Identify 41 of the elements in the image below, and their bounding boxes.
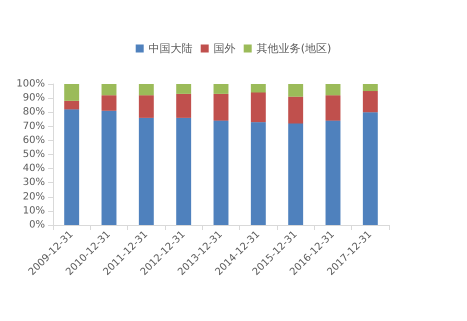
bar bbox=[362, 91, 378, 112]
y-tick-label: 100% bbox=[16, 78, 45, 90]
bar bbox=[288, 84, 304, 97]
bar bbox=[102, 84, 116, 96]
bar bbox=[288, 123, 304, 225]
y-tick-label: 80% bbox=[22, 106, 45, 118]
bar bbox=[64, 84, 80, 101]
y-tick-label: 40% bbox=[22, 163, 45, 174]
y-tick-label: 90% bbox=[22, 92, 45, 104]
bar bbox=[326, 120, 340, 225]
bar bbox=[138, 118, 154, 225]
bar bbox=[102, 95, 116, 111]
bar bbox=[362, 84, 378, 92]
bar bbox=[326, 95, 340, 121]
y-tick-label: 10% bbox=[22, 205, 45, 216]
bar bbox=[176, 118, 192, 225]
y-tick-label: 20% bbox=[22, 191, 45, 202]
bar bbox=[64, 109, 80, 225]
bar bbox=[176, 84, 192, 94]
bar bbox=[176, 94, 192, 118]
y-tick-label: 0% bbox=[29, 220, 45, 230]
y-tick-label: 70% bbox=[22, 120, 45, 132]
legend-label: 其他业务(地区) bbox=[256, 42, 332, 55]
y-tick-label: 30% bbox=[22, 177, 45, 188]
bar bbox=[250, 92, 266, 122]
legend-label: 中国大陆 bbox=[148, 42, 193, 55]
legend-label: 国外 bbox=[214, 42, 236, 55]
bar bbox=[64, 100, 80, 110]
bar bbox=[250, 122, 266, 225]
bar bbox=[250, 84, 266, 92]
bar bbox=[138, 84, 154, 96]
bar bbox=[214, 120, 228, 225]
bar bbox=[138, 95, 154, 118]
bar bbox=[214, 84, 228, 94]
bar bbox=[362, 112, 378, 225]
bar bbox=[214, 94, 228, 121]
y-tick-label: 60% bbox=[22, 134, 45, 146]
bar bbox=[288, 96, 304, 124]
y-tick-label: 50% bbox=[22, 149, 45, 160]
bar bbox=[326, 84, 340, 96]
bar bbox=[102, 110, 116, 225]
